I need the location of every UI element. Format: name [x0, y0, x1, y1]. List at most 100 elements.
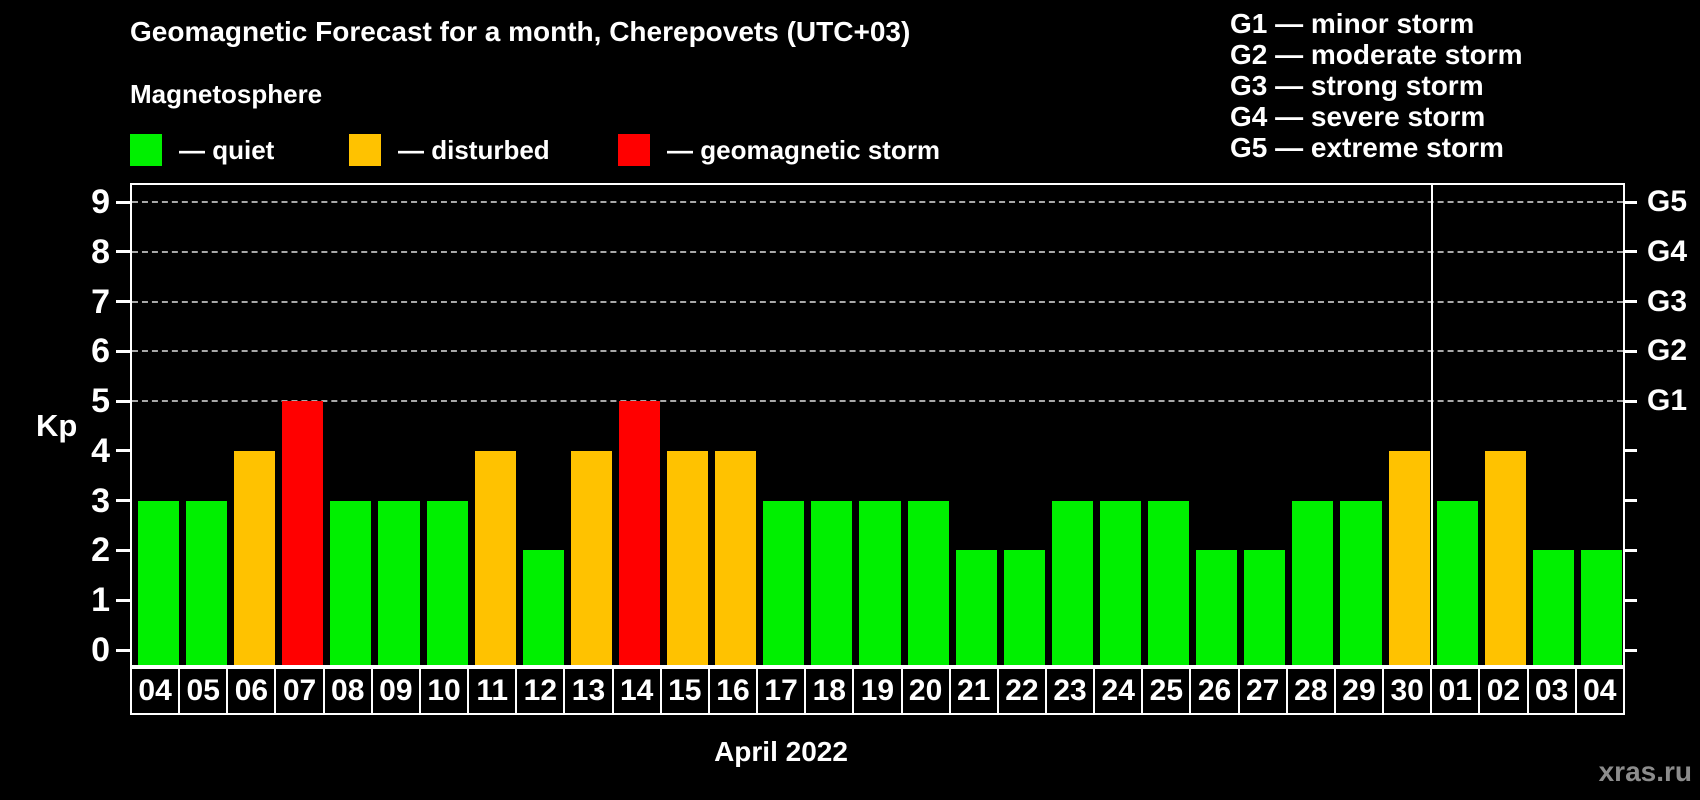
left-tick-kp8 — [116, 250, 130, 254]
kp-bar-day-21 — [955, 550, 997, 665]
x-axis-day-cell: 04 — [1574, 667, 1625, 715]
y-axis-tick-label: 3 — [91, 481, 110, 520]
right-tick-kp7 — [1623, 300, 1637, 304]
kp-bar-day-13 — [570, 450, 612, 665]
left-tick-kp1 — [116, 598, 130, 602]
kp-bar-day-22 — [1003, 550, 1045, 665]
right-axis-label-g5: G5 — [1647, 185, 1688, 218]
y-axis-tick-label: 8 — [91, 232, 110, 271]
kp-bar-day-30 — [1388, 450, 1430, 665]
right-tick-kp8 — [1623, 250, 1637, 254]
xras-watermark: xras.ru — [1598, 756, 1692, 787]
gridline-kp8 — [132, 250, 1623, 253]
x-axis-day-cell: 22 — [996, 667, 1047, 715]
g3-legend-line: G3 — strong storm — [1230, 70, 1484, 101]
kp-bar-day-07 — [282, 401, 324, 665]
right-tick-kp3 — [1623, 499, 1637, 503]
x-axis-day-cell: 28 — [1285, 667, 1336, 715]
g5-legend-line: G5 — extreme storm — [1230, 132, 1504, 163]
kp-bar-day-25 — [1148, 500, 1190, 665]
kp-bar-day-26 — [1196, 550, 1238, 665]
legend-label-quiet: — quiet — [179, 135, 275, 165]
right-tick-kp9 — [1623, 200, 1637, 204]
x-axis-day-cell: 02 — [1478, 667, 1529, 715]
g2-legend-line: G2 — moderate storm — [1230, 39, 1523, 70]
x-axis-day-cell: 21 — [948, 667, 999, 715]
x-axis-day-cell: 15 — [659, 667, 710, 715]
x-axis-day-cell: 18 — [804, 667, 855, 715]
x-axis-day-cell: 19 — [852, 667, 903, 715]
storm-color-swatch — [618, 134, 650, 166]
kp-bar-day-10 — [426, 500, 468, 665]
x-axis-day-cell: 10 — [418, 667, 470, 715]
kp-bar-day-12 — [522, 550, 564, 665]
kp-bar-day-16 — [715, 450, 757, 665]
y-axis-tick-label: 0 — [91, 631, 110, 669]
x-axis-day-cell: 14 — [611, 667, 662, 715]
left-tick-kp5 — [116, 399, 130, 403]
right-axis-label-g1: G1 — [1647, 384, 1688, 418]
left-tick-kp9 — [116, 200, 130, 204]
kp-bar-day-15 — [667, 450, 709, 665]
kp-bar-day-04 — [1580, 550, 1622, 665]
right-axis-label-g3: G3 — [1647, 284, 1688, 318]
kp-bar-day-06 — [234, 450, 276, 665]
gridline-kp9 — [132, 201, 1623, 203]
y-axis-tick-label: 7 — [91, 282, 110, 321]
x-axis-day-cell: 08 — [322, 667, 373, 715]
gridline-kp6 — [132, 350, 1623, 353]
kp-bar-chart-plot-area: 0 1 2 3 4 5 6 7 8 9 G1 G2 G3 G4 G5 — [91, 183, 1687, 668]
y-axis-tick-label: 2 — [91, 531, 110, 570]
kp-bar-day-14 — [618, 401, 661, 665]
gridline-kp7 — [132, 300, 1623, 303]
page-title: Geomagnetic Forecast for a month, Cherep… — [130, 16, 911, 47]
kp-bar-day-05 — [186, 500, 228, 665]
x-axis-day-cell: 26 — [1189, 667, 1240, 715]
left-tick-kp6 — [116, 349, 130, 353]
kp-bar-day-09 — [378, 500, 420, 665]
left-tick-kp7 — [116, 300, 130, 304]
x-axis-day-cell: 20 — [900, 667, 951, 715]
kp-bar-day-19 — [859, 500, 901, 665]
kp-bar-day-18 — [811, 500, 853, 665]
kp-bar-day-17 — [763, 500, 805, 665]
x-axis-day-cell: 05 — [178, 667, 229, 715]
left-tick-kp2 — [116, 548, 130, 552]
x-axis-day-cell: 25 — [1141, 667, 1192, 715]
y-axis-tick-label: 5 — [91, 382, 110, 421]
right-tick-kp0 — [1623, 648, 1637, 652]
x-axis-day-cell: 04 — [130, 667, 181, 715]
legend-label-storm: — geomagnetic storm — [667, 135, 941, 165]
x-axis-day-cell: 06 — [226, 667, 277, 715]
kp-bar-day-27 — [1244, 550, 1286, 665]
kp-bar-day-20 — [907, 500, 949, 665]
y-axis-tick-label: 6 — [91, 332, 110, 371]
right-axis-label-g2: G2 — [1647, 334, 1688, 368]
x-axis-day-cell: 29 — [1333, 667, 1385, 715]
right-axis-label-g4: G4 — [1647, 234, 1688, 268]
legend-label-disturbed: — disturbed — [398, 135, 550, 165]
right-tick-kp2 — [1623, 548, 1637, 552]
right-tick-kp1 — [1623, 598, 1637, 602]
left-tick-kp0 — [116, 648, 130, 652]
x-axis-day-cell: 24 — [1093, 667, 1144, 715]
x-axis-day-cell: 13 — [563, 667, 614, 715]
right-tick-kp6 — [1623, 349, 1637, 353]
x-axis-day-cell: 12 — [515, 667, 566, 715]
x-axis-day-cell: 16 — [707, 667, 759, 715]
kp-bar-day-01 — [1436, 500, 1478, 665]
x-axis-day-cell: 23 — [1044, 667, 1096, 715]
magnetosphere-subtitle: Magnetosphere — [130, 79, 323, 109]
x-axis-day-cell: 09 — [370, 667, 421, 715]
kp-bar-day-03 — [1532, 550, 1574, 665]
kp-bar-day-02 — [1484, 450, 1526, 665]
x-axis-day-row: 04 05 06 07 08 09 10 11 12 13 14 15 16 17 18 19 20 21 22 23… — [130, 667, 1625, 715]
right-tick-kp5 — [1623, 399, 1637, 403]
y-axis-tick-label: 1 — [91, 581, 110, 620]
g4-legend-line: G4 — severe storm — [1230, 101, 1486, 132]
g-scale-legend: G1 — minor storm G2 — moderate storm G3 … — [1230, 8, 1523, 163]
x-axis-day-cell: 30 — [1382, 667, 1433, 715]
g1-legend-line: G1 — minor storm — [1230, 8, 1475, 39]
x-axis-day-cell: 27 — [1237, 667, 1288, 715]
